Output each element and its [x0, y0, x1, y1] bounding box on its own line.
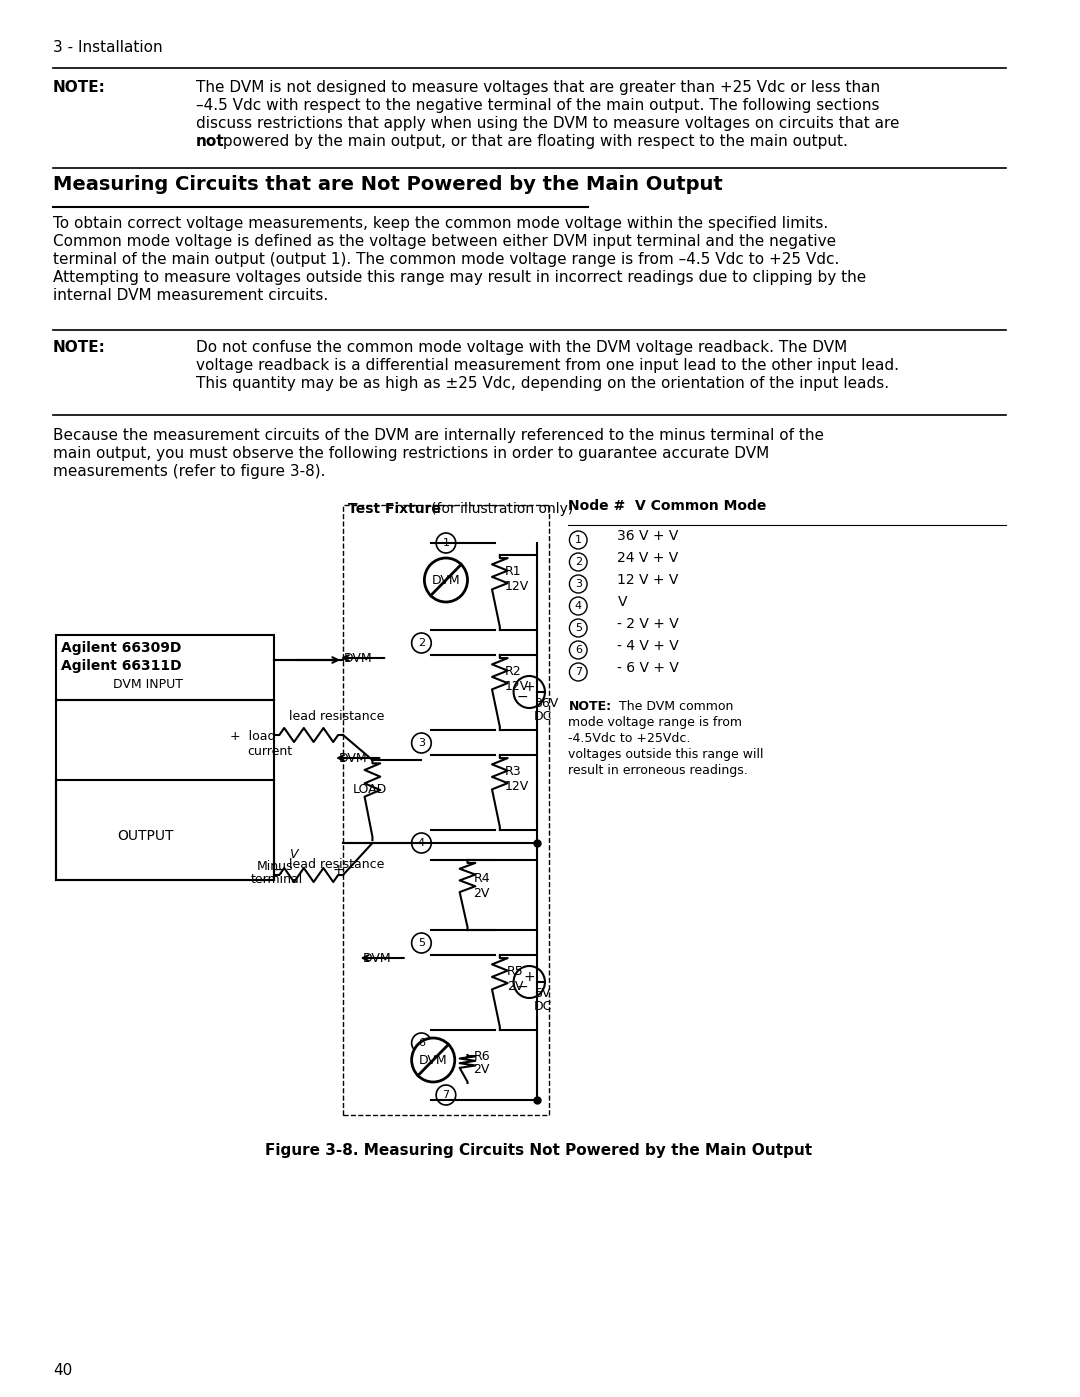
Text: NOTE:: NOTE:: [53, 339, 106, 355]
Text: - 4 V + V: - 4 V + V: [618, 638, 679, 652]
Text: discuss restrictions that apply when using the DVM to measure voltages on circui: discuss restrictions that apply when usi…: [195, 116, 900, 131]
Text: R5: R5: [507, 965, 524, 978]
Text: Figure 3-8. Measuring Circuits Not Powered by the Main Output: Figure 3-8. Measuring Circuits Not Power…: [265, 1143, 812, 1158]
Text: −: −: [516, 981, 528, 995]
Text: lead resistance: lead resistance: [289, 710, 384, 724]
Text: To obtain correct voltage measurements, keep the common mode voltage within the : To obtain correct voltage measurements, …: [53, 217, 828, 231]
Text: This quantity may be as high as ±25 Vdc, depending on the orientation of the inp: This quantity may be as high as ±25 Vdc,…: [195, 376, 889, 391]
Text: R6: R6: [473, 1051, 490, 1063]
Text: - 2 V + V: - 2 V + V: [618, 617, 679, 631]
Text: 6: 6: [418, 1038, 424, 1048]
Text: NOTE:: NOTE:: [568, 700, 611, 712]
Text: powered by the main output, or that are floating with respect to the main output: powered by the main output, or that are …: [217, 134, 848, 149]
Text: −: −: [516, 690, 528, 704]
Text: 2: 2: [418, 638, 426, 648]
Text: −: −: [272, 863, 284, 877]
Text: 6: 6: [575, 645, 582, 655]
Text: 12V: 12V: [504, 780, 529, 793]
Text: 2V: 2V: [473, 1063, 489, 1076]
Text: main output, you must observe the following restrictions in order to guarantee a: main output, you must observe the follow…: [53, 446, 769, 461]
Text: Common mode voltage is defined as the voltage between either DVM input terminal : Common mode voltage is defined as the vo…: [53, 235, 836, 249]
Text: 2V: 2V: [507, 981, 523, 993]
Text: 3: 3: [418, 738, 424, 747]
Text: OUTPUT: OUTPUT: [118, 828, 174, 842]
Text: Agilent 66309D: Agilent 66309D: [60, 641, 181, 655]
Text: +  load: + load: [230, 731, 275, 743]
Text: 12V: 12V: [504, 680, 529, 693]
Text: - 6 V + V: - 6 V + V: [618, 661, 679, 675]
Bar: [56, 780, 274, 880]
Text: R4: R4: [473, 872, 490, 886]
Text: 7: 7: [443, 1090, 449, 1099]
Text: DVM: DVM: [338, 752, 367, 764]
Text: Because the measurement circuits of the DVM are internally referenced to the min: Because the measurement circuits of the …: [53, 427, 824, 443]
Text: 3 - Installation: 3 - Installation: [53, 41, 163, 54]
Text: 2: 2: [575, 557, 582, 567]
Text: NOTE:: NOTE:: [53, 80, 106, 95]
Text: (for illustration only): (for illustration only): [431, 502, 573, 515]
Text: DVM: DVM: [432, 574, 460, 587]
Bar: [56, 636, 274, 700]
Text: 5: 5: [575, 623, 582, 633]
Text: DVM: DVM: [343, 651, 372, 665]
Text: 1: 1: [443, 538, 449, 548]
Text: R2: R2: [504, 665, 522, 678]
Text: DC: DC: [535, 1000, 553, 1013]
Text: current: current: [247, 745, 292, 759]
Text: The DVM is not designed to measure voltages that are greater than +25 Vdc or les: The DVM is not designed to measure volta…: [195, 80, 880, 95]
Text: 7: 7: [575, 666, 582, 678]
Text: LOAD: LOAD: [353, 782, 387, 796]
Text: DVM INPUT: DVM INPUT: [112, 678, 183, 692]
Text: +: +: [524, 970, 535, 983]
Text: R3: R3: [504, 766, 522, 778]
Text: V: V: [618, 595, 627, 609]
Text: The DVM common: The DVM common: [616, 700, 734, 712]
Text: Minus: Minus: [257, 861, 294, 873]
Text: DVM: DVM: [363, 951, 392, 964]
Text: Test Fixture: Test Fixture: [348, 502, 441, 515]
Text: 2V: 2V: [473, 887, 489, 900]
Text: 5: 5: [418, 937, 424, 949]
Text: terminal of the main output (output 1). The common mode voltage range is from –4: terminal of the main output (output 1). …: [53, 251, 839, 267]
Text: internal DVM measurement circuits.: internal DVM measurement circuits.: [53, 288, 328, 303]
Text: Attempting to measure voltages outside this range may result in incorrect readin: Attempting to measure voltages outside t…: [53, 270, 866, 285]
Text: not: not: [195, 134, 225, 149]
Text: V: V: [289, 848, 298, 861]
Text: voltages outside this range will: voltages outside this range will: [568, 747, 764, 761]
Text: 36 V + V: 36 V + V: [618, 529, 679, 543]
Text: terminal: terminal: [251, 873, 303, 886]
Text: 4: 4: [575, 601, 582, 610]
Text: +: +: [524, 680, 535, 694]
Text: measurements (refer to figure 3-8).: measurements (refer to figure 3-8).: [53, 464, 325, 479]
Text: 12V: 12V: [504, 580, 529, 592]
Text: 6V: 6V: [535, 988, 551, 1000]
Text: result in erroneous readings.: result in erroneous readings.: [568, 764, 748, 777]
Text: DVM: DVM: [419, 1053, 447, 1066]
Text: Measuring Circuits that are Not Powered by the Main Output: Measuring Circuits that are Not Powered …: [53, 175, 723, 194]
Text: 36V: 36V: [535, 697, 558, 710]
Text: 1: 1: [575, 535, 582, 545]
Text: 3: 3: [575, 578, 582, 590]
Text: 12 V + V: 12 V + V: [618, 573, 679, 587]
Text: 40: 40: [53, 1363, 72, 1377]
Text: Agilent 66311D: Agilent 66311D: [60, 659, 181, 673]
Text: Node #  V Common Mode: Node # V Common Mode: [568, 499, 767, 513]
Text: -4.5Vdc to +25Vdc.: -4.5Vdc to +25Vdc.: [568, 732, 691, 745]
Text: 4: 4: [418, 838, 426, 848]
Text: lead resistance: lead resistance: [289, 858, 384, 870]
Circle shape: [424, 557, 468, 602]
Circle shape: [411, 1038, 455, 1083]
Text: R1: R1: [504, 564, 522, 578]
Text: +: +: [333, 863, 343, 877]
Text: –4.5 Vdc with respect to the negative terminal of the main output. The following: –4.5 Vdc with respect to the negative te…: [195, 98, 879, 113]
Bar: [343, 504, 549, 1115]
Text: 24 V + V: 24 V + V: [618, 550, 678, 564]
Text: mode voltage range is from: mode voltage range is from: [568, 717, 742, 729]
Text: DC: DC: [535, 710, 553, 724]
Text: voltage readback is a differential measurement from one input lead to the other : voltage readback is a differential measu…: [195, 358, 899, 373]
Text: Do not confuse the common mode voltage with the DVM voltage readback. The DVM: Do not confuse the common mode voltage w…: [195, 339, 848, 355]
